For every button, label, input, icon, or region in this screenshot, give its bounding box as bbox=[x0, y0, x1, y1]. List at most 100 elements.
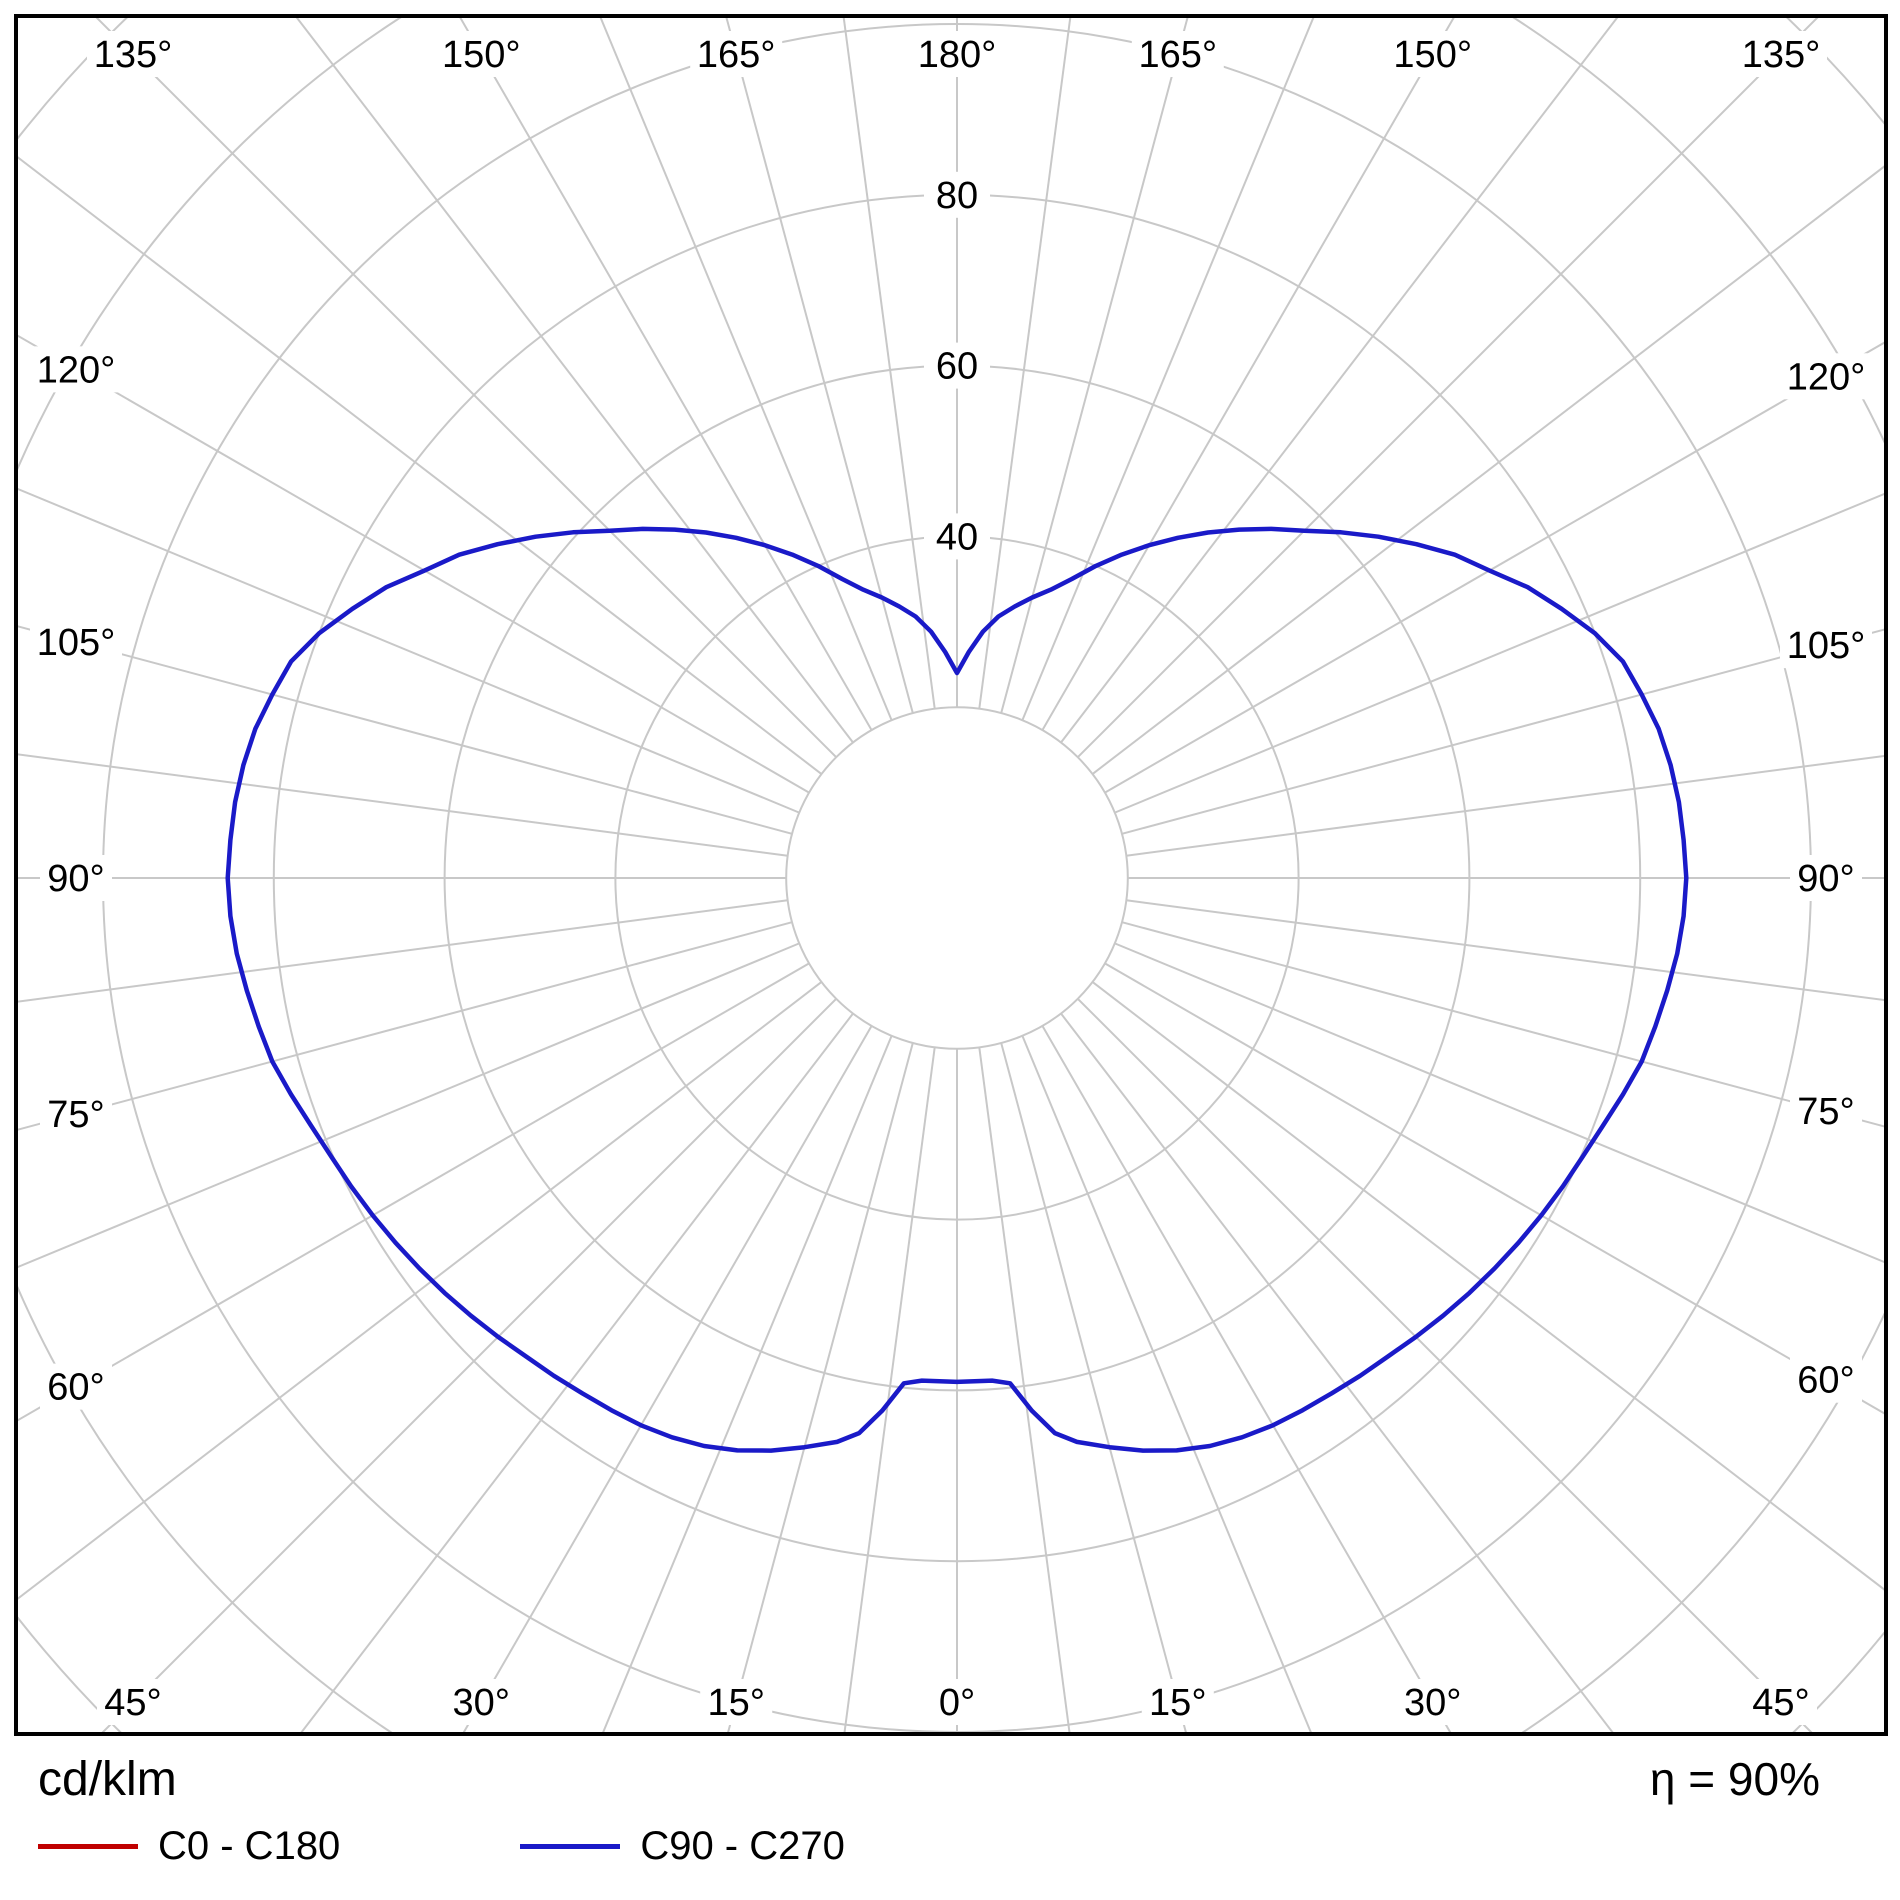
legend-label-c0-c180: C0 - C180 bbox=[158, 1824, 341, 1868]
grid-spoke bbox=[1091, 981, 1884, 1591]
angle-label-bg bbox=[1780, 353, 1872, 400]
grid-spoke bbox=[1021, 18, 1315, 721]
grid-spoke bbox=[462, 1025, 873, 1732]
angle-label-bg bbox=[690, 31, 783, 77]
angle-label-bg bbox=[1745, 1679, 1817, 1725]
radial-label-bg bbox=[924, 513, 990, 560]
grid-spoke bbox=[1060, 18, 1619, 744]
radial-tick-60: 60 bbox=[936, 346, 978, 388]
polar-chart-frame: 0° 15° 15° 30° 30° 45° 45° 60° 60° 75° 75° 90° 90° 10… bbox=[14, 14, 1888, 1736]
grid-spoke bbox=[842, 18, 936, 709]
angle-label-bg bbox=[1131, 31, 1224, 77]
grid-spoke bbox=[18, 156, 823, 775]
grid-spoke bbox=[1126, 899, 1884, 1002]
angle-label-45-left: 45° bbox=[104, 1682, 161, 1724]
angle-label-bg bbox=[30, 346, 122, 393]
angle-label-bg bbox=[911, 31, 1003, 77]
angle-label-165-left: 165° bbox=[697, 34, 776, 76]
grid-spoke bbox=[1104, 962, 1884, 1415]
grid-spoke bbox=[1041, 18, 1455, 731]
angle-label-90-left: 90° bbox=[47, 858, 104, 900]
grid-spoke bbox=[1021, 1035, 1312, 1732]
angle-label-30-right: 30° bbox=[1404, 1682, 1461, 1724]
angle-label-bg bbox=[1790, 855, 1862, 901]
grid-spoke bbox=[1000, 18, 1189, 714]
angle-label-180-right: 180° bbox=[918, 34, 997, 76]
angle-label-bg bbox=[1780, 622, 1872, 669]
grid-spoke bbox=[101, 998, 837, 1732]
grid-spoke bbox=[1121, 628, 1884, 835]
angle-label-bg bbox=[1790, 1087, 1862, 1134]
angle-label-bg bbox=[30, 618, 122, 665]
angle-label-bg bbox=[1141, 1679, 1214, 1725]
angle-label-bg bbox=[445, 1679, 518, 1725]
grid-spoke bbox=[1077, 18, 1819, 758]
angle-label-105-left: 105° bbox=[37, 622, 116, 664]
angle-label-45-right: 45° bbox=[1752, 1682, 1809, 1724]
radial-tick-40: 40 bbox=[936, 516, 978, 558]
angle-label-15-right: 15° bbox=[1149, 1682, 1206, 1724]
grid-circle-140 bbox=[18, 18, 1884, 1732]
grid-spoke bbox=[1077, 998, 1813, 1732]
grid-spoke bbox=[1121, 921, 1884, 1128]
angle-label-0-right: 0° bbox=[939, 1682, 975, 1724]
angle-label-150-right: 150° bbox=[1393, 34, 1472, 76]
grid-circle-20 bbox=[785, 706, 1129, 1050]
radial-label-bg bbox=[924, 171, 990, 218]
angle-label-60-right: 60° bbox=[1797, 1360, 1854, 1402]
grid-spoke bbox=[978, 18, 1072, 709]
radial-label-bg bbox=[924, 342, 990, 389]
angle-label-bg bbox=[40, 855, 112, 901]
grid-spoke bbox=[18, 962, 810, 1422]
legend-label-c90-c270: C90 - C270 bbox=[640, 1824, 845, 1868]
grid-spoke bbox=[1104, 341, 1884, 794]
grid-spoke bbox=[843, 1047, 936, 1732]
angle-label-75-right: 75° bbox=[1797, 1091, 1854, 1133]
legend-item-c90-c270: C90 - C270 bbox=[520, 1824, 845, 1869]
c90-c270-curve bbox=[225, 526, 1689, 1453]
angle-label-bg bbox=[40, 1363, 112, 1410]
grid-spoke bbox=[295, 18, 854, 744]
grid-spoke bbox=[1114, 942, 1884, 1264]
polar-grid bbox=[18, 18, 1884, 1732]
grid-spoke bbox=[18, 921, 793, 1131]
grid-spoke bbox=[599, 18, 893, 721]
c0-c180-line-swatch bbox=[38, 1844, 138, 1849]
radial-tick-80: 80 bbox=[936, 175, 978, 217]
grid-spoke bbox=[602, 1035, 893, 1732]
grid-spoke bbox=[18, 753, 788, 857]
angle-labels: 0° 15° 15° 30° 30° 45° 45° 60° 60° 75° 75° 90° 90° 10… bbox=[30, 31, 1872, 1725]
angle-label-bg bbox=[1386, 31, 1479, 77]
angle-label-bg bbox=[1735, 31, 1827, 77]
efficiency-label: η = 90% bbox=[1649, 1753, 1820, 1805]
grid-spoke bbox=[1126, 754, 1884, 857]
grid-spoke bbox=[18, 942, 800, 1269]
legend: C0 - C180 C90 - C270 bbox=[38, 1824, 845, 1869]
angle-label-bg bbox=[87, 31, 179, 77]
grid-spoke bbox=[1114, 492, 1884, 814]
angle-label-bg bbox=[1396, 1679, 1469, 1725]
grid-spoke bbox=[18, 899, 788, 1003]
grid-spoke bbox=[1091, 165, 1884, 775]
legend-item-c0-c180: C0 - C180 bbox=[38, 1824, 340, 1869]
angle-label-75-left: 75° bbox=[47, 1094, 104, 1136]
grid-spoke bbox=[18, 625, 793, 835]
angle-label-120-left: 120° bbox=[37, 349, 116, 391]
grid-spoke bbox=[1000, 1042, 1187, 1732]
angle-label-bg bbox=[40, 1091, 112, 1138]
grid-spoke bbox=[95, 18, 837, 758]
grid-circle-120 bbox=[18, 18, 1884, 1732]
unit-label: cd/klm bbox=[38, 1753, 177, 1806]
polar-chart: 0° 15° 15° 30° 30° 45° 45° 60° 60° 75° 75° 90° 90° 10… bbox=[18, 18, 1884, 1732]
grid-spoke bbox=[18, 487, 800, 814]
angle-label-165-right: 165° bbox=[1138, 34, 1217, 76]
angle-label-bg bbox=[1790, 1356, 1862, 1403]
c90-c270-line-swatch bbox=[520, 1844, 621, 1849]
angle-label-105-right: 105° bbox=[1787, 625, 1866, 667]
angle-label-135-left: 135° bbox=[94, 34, 173, 76]
angle-label-30-left: 30° bbox=[453, 1682, 510, 1724]
grid-spoke bbox=[727, 1042, 914, 1732]
grid-spoke bbox=[725, 18, 914, 714]
angle-label-bg bbox=[435, 31, 528, 77]
